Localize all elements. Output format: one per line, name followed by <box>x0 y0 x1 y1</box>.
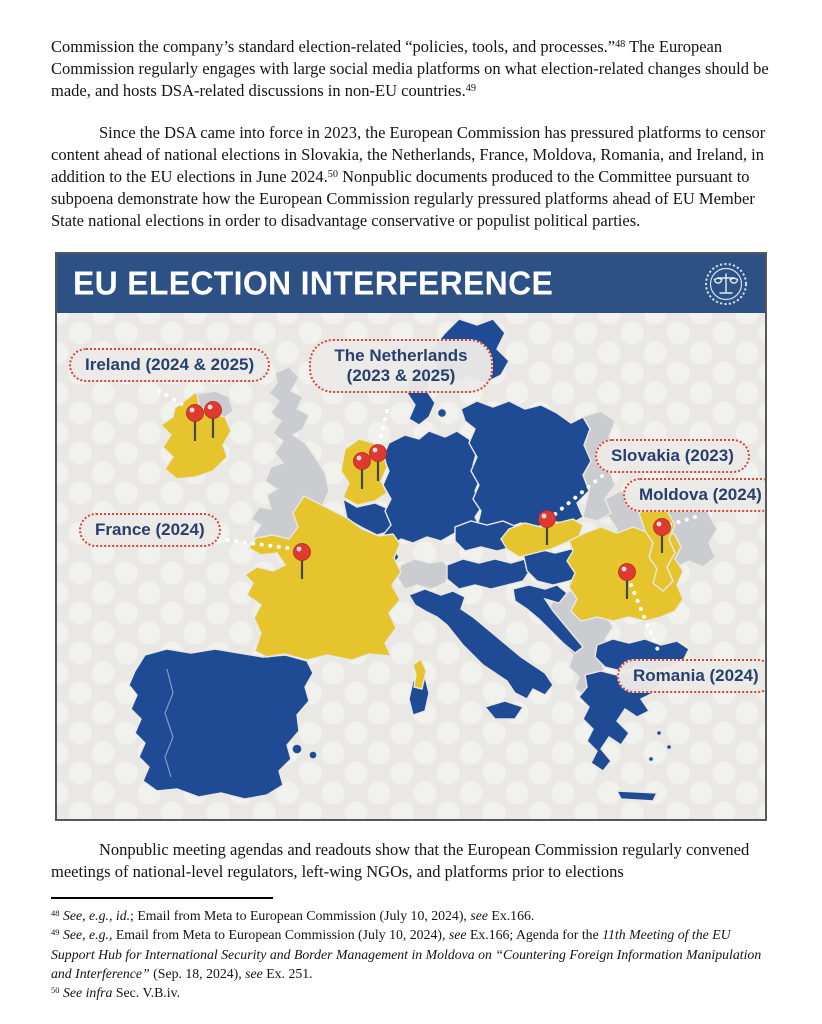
map-island-aegean-2 <box>665 743 673 751</box>
map-pin-icon-slovakia <box>538 510 556 545</box>
infographic-title: EU ELECTION INTERFERENCE <box>73 264 554 302</box>
map-pin-icon-france <box>293 543 311 579</box>
document-page: Commission the company’s standard electi… <box>51 37 772 1002</box>
footnote-48: 48 See, e.g., id.; Email from Meta to Eu… <box>51 907 535 923</box>
label-netherlands: The Netherlands (2023 & 2025) <box>309 339 493 394</box>
label-france: France (2024) <box>79 513 221 548</box>
label-ireland: Ireland (2024 & 2025) <box>69 348 271 383</box>
connector-ireland <box>157 389 189 409</box>
map-country-switzerland <box>396 558 452 590</box>
map-pin-icon-ireland-2 <box>204 401 222 438</box>
judiciary-seal-icon <box>705 262 747 305</box>
map-island-denmark <box>436 407 448 419</box>
map-border-portugal-spain <box>164 668 174 778</box>
map-island-aegean-1 <box>655 729 663 737</box>
connector-netherlands <box>377 409 389 447</box>
infographic-header: EU ELECTION INTERFERENCE <box>57 254 765 313</box>
map-island-aegean-3 <box>647 755 655 763</box>
label-slovakia: Slovakia (2023) <box>595 439 750 474</box>
footnotes-section: 48 See, e.g., id.; Email from Meta to Eu… <box>51 906 772 1002</box>
map-country-spain-portugal <box>128 648 314 800</box>
map-island-crete <box>615 790 659 802</box>
map-island-sicily <box>483 700 525 720</box>
paragraph-dsa-engagement: Commission the company’s standard electi… <box>51 37 769 100</box>
map-country-croatia-slovenia <box>512 584 585 654</box>
map-island-balearic-1 <box>291 743 303 755</box>
infographic-panel: EU ELECTION INTERFERENCE <box>55 252 767 821</box>
map-pin-icon-romania <box>618 563 636 599</box>
connector-slovakia <box>552 474 604 517</box>
paragraph-dsa-pressure: Since the DSA came into force in 2023, t… <box>51 123 766 230</box>
map-pin-icon-netherlands-1 <box>353 452 371 489</box>
label-moldova: Moldova (2024) <box>623 478 765 513</box>
europe-map: Ireland (2024 & 2025) The Netherlands (2… <box>57 313 765 819</box>
map-island-corsica <box>412 657 427 690</box>
map-country-italy <box>407 588 554 700</box>
map-pin-icon-netherlands-2 <box>369 444 387 481</box>
map-country-france <box>243 495 402 661</box>
footnote-49: 49 See, e.g., Email from Meta to Europea… <box>51 927 762 981</box>
footnote-50: 50 See infra Sec. V.B.iv. <box>51 985 181 1001</box>
map-pin-icon-ireland-1 <box>186 404 204 441</box>
footnote-separator <box>51 897 273 899</box>
europe-map-svg <box>128 318 718 802</box>
map-island-balearic-2 <box>308 750 318 760</box>
label-romania: Romania (2024) <box>617 659 765 694</box>
paragraph-meeting-agendas: Nonpublic meeting agendas and readouts s… <box>51 840 750 881</box>
map-country-austria <box>446 558 532 590</box>
map-pin-icon-moldova <box>653 518 671 553</box>
map-region-poland-baltics <box>460 400 592 530</box>
